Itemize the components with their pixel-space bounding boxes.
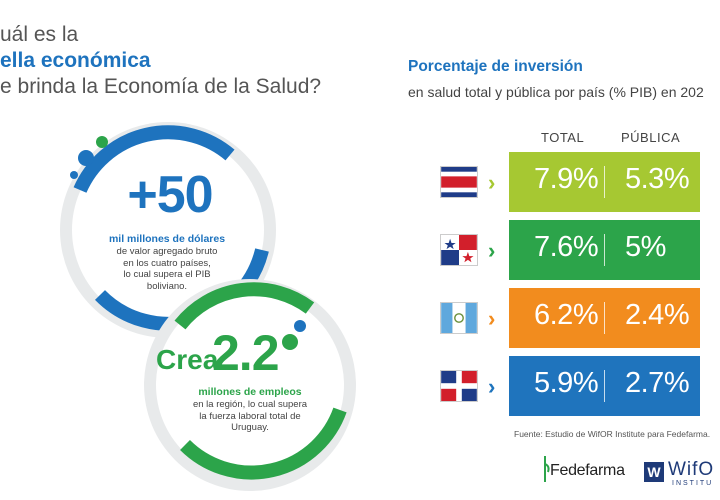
panel-title: Porcentaje de inversión <box>408 58 583 75</box>
country-row-panama: › 7.6% 5% <box>0 220 720 284</box>
panel-subtitle: en salud total y pública por país (% PIB… <box>408 84 704 100</box>
stat2-description: en la región, lo cual supera la fuerza l… <box>160 399 340 434</box>
public-value: 2.7% <box>625 367 690 399</box>
headline-line-1: uál es la <box>0 23 79 46</box>
stat-circle-value-added: +50 mil millones de dólares de valor agr… <box>30 120 310 360</box>
panama-flag-icon <box>440 234 478 266</box>
column-header-total: TOTAL <box>541 130 585 145</box>
stat-circle-jobs: Crea 2.2 millones de empleos en la regió… <box>140 279 400 500</box>
wifor-logo-text: WifO <box>668 459 715 480</box>
total-value: 7.9% <box>534 163 599 195</box>
value-bar: 7.9% 5.3% <box>509 152 700 212</box>
country-row-costa-rica: › 7.9% 5.3% <box>0 152 720 216</box>
chevron-right-icon: › <box>488 170 496 195</box>
chevron-right-icon: › <box>488 238 496 263</box>
headline-line-3: e brinda la Economía de la Salud? <box>0 75 322 98</box>
fedefarma-mark-icon <box>544 456 550 482</box>
fedefarma-logo-text: Fedefarma <box>550 462 625 479</box>
chevron-right-icon: › <box>488 374 496 399</box>
stat2-line: Uruguay. <box>231 422 269 433</box>
blue-circle-graphic <box>60 122 276 338</box>
dominican-republic-flag-icon <box>440 370 478 402</box>
stat1-line: en los cuatro países, <box>123 257 211 269</box>
headline-line-2: ella económica <box>0 49 151 72</box>
wifor-mark-icon: W <box>644 462 664 482</box>
stat1-number: +50 <box>127 166 213 224</box>
country-row-dominican-republic: › 5.9% 2.7% <box>0 356 720 420</box>
total-value: 6.2% <box>534 299 599 331</box>
stat1-line: boliviano. <box>146 280 188 292</box>
headline: uál es la ella económica e brinda la Eco… <box>0 22 322 100</box>
public-value: 2.4% <box>625 299 690 331</box>
value-bar: 6.2% 2.4% <box>509 288 700 348</box>
total-value: 7.6% <box>534 231 599 263</box>
public-value: 5.3% <box>625 163 690 195</box>
value-bar: 5.9% 2.7% <box>509 356 700 416</box>
guatemala-flag-icon <box>440 302 478 334</box>
wifor-logo: W WifO INSTITU <box>644 452 720 492</box>
total-value: 5.9% <box>534 367 599 399</box>
stat1-description: de valor agregado bruto en los cuatro pa… <box>82 246 252 292</box>
green-circle-graphic <box>144 279 356 491</box>
column-header-public: PÚBLICA <box>621 130 681 145</box>
stat2-line: en la región, lo cual supera <box>192 399 308 410</box>
divider <box>604 370 605 402</box>
stat1-line: de valor agregado bruto <box>116 246 218 257</box>
stat2-bold-label: millones de empleos <box>198 386 302 398</box>
stat2-number: 2.2 <box>212 325 280 381</box>
wifor-logo-subtext: INSTITU <box>672 480 714 487</box>
stat1-line: lo cual supera el PIB <box>123 269 211 280</box>
stat1-bold-label: mil millones de dólares <box>108 233 226 245</box>
country-row-guatemala: › 6.2% 2.4% <box>0 288 720 352</box>
divider <box>604 234 605 266</box>
source-note: Fuente: Estudio de WifOR Institute para … <box>514 429 711 439</box>
divider <box>604 166 605 198</box>
chevron-right-icon: › <box>488 306 496 331</box>
stat2-prefix: Crea <box>156 344 219 375</box>
divider <box>604 302 605 334</box>
costa-rica-flag-icon <box>440 166 478 198</box>
public-value: 5% <box>625 231 666 263</box>
value-bar: 7.6% 5% <box>509 220 700 280</box>
stat2-line: la fuerza laboral total de <box>199 410 301 422</box>
